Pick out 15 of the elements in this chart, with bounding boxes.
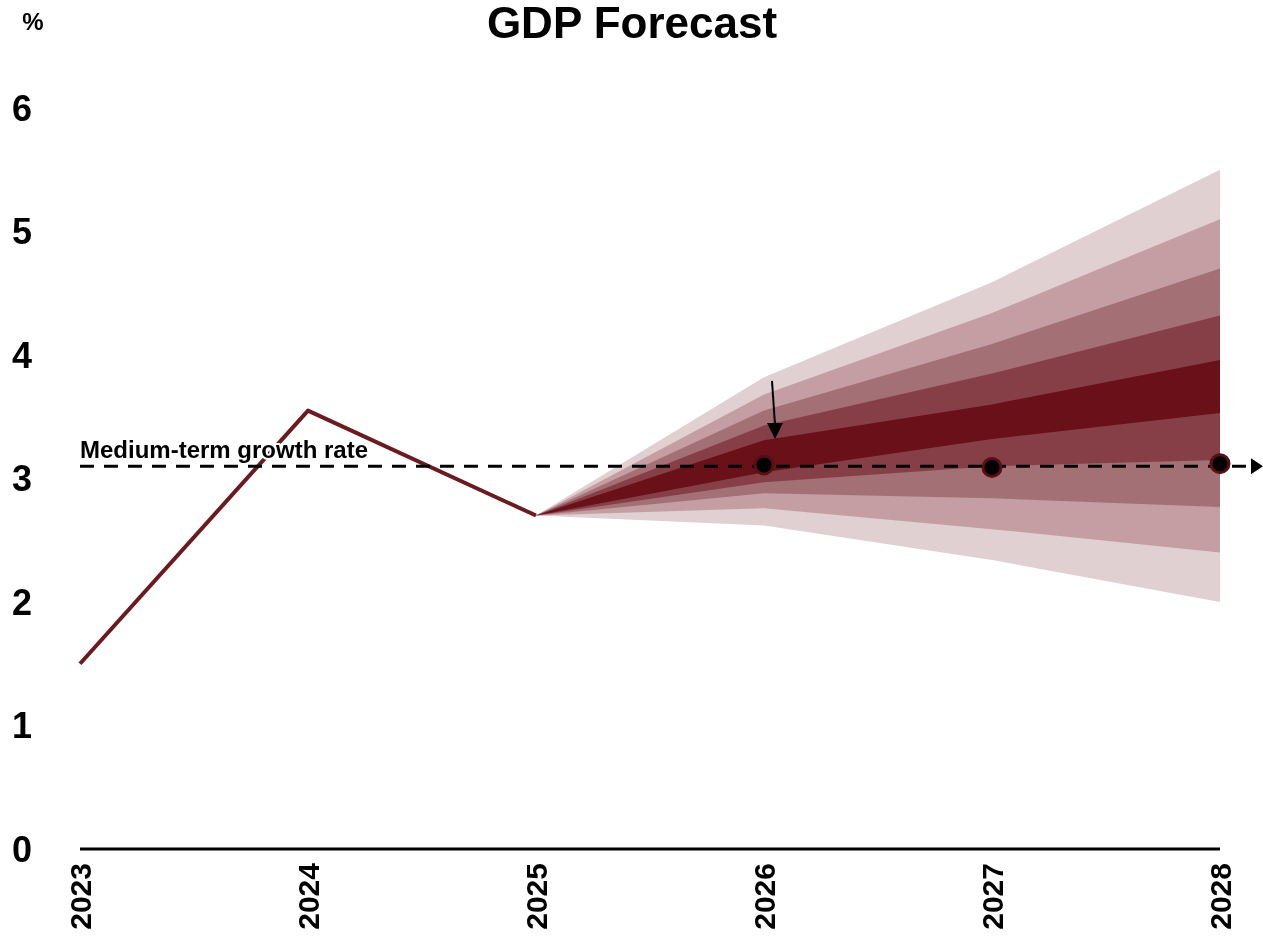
y-tick-label: 6	[11, 87, 33, 129]
x-tick-label: 2028	[1203, 863, 1237, 930]
x-tick-label: 2025	[519, 863, 553, 930]
y-tick-label: 1	[11, 705, 33, 747]
y-tick-label: 4	[11, 334, 33, 376]
chart-title: GDP Forecast	[486, 0, 778, 47]
y-axis-title: %	[22, 8, 44, 35]
x-tick-label: 2023	[63, 863, 97, 930]
x-tick-label: 2024	[291, 862, 325, 930]
x-tick-label: 2026	[747, 863, 781, 930]
y-tick-label: 2	[11, 581, 33, 623]
y-tick-label: 5	[11, 211, 33, 253]
y-tick-label: 0	[11, 828, 33, 870]
x-tick-label: 2027	[975, 863, 1009, 930]
y-tick-label: 3	[11, 458, 33, 500]
